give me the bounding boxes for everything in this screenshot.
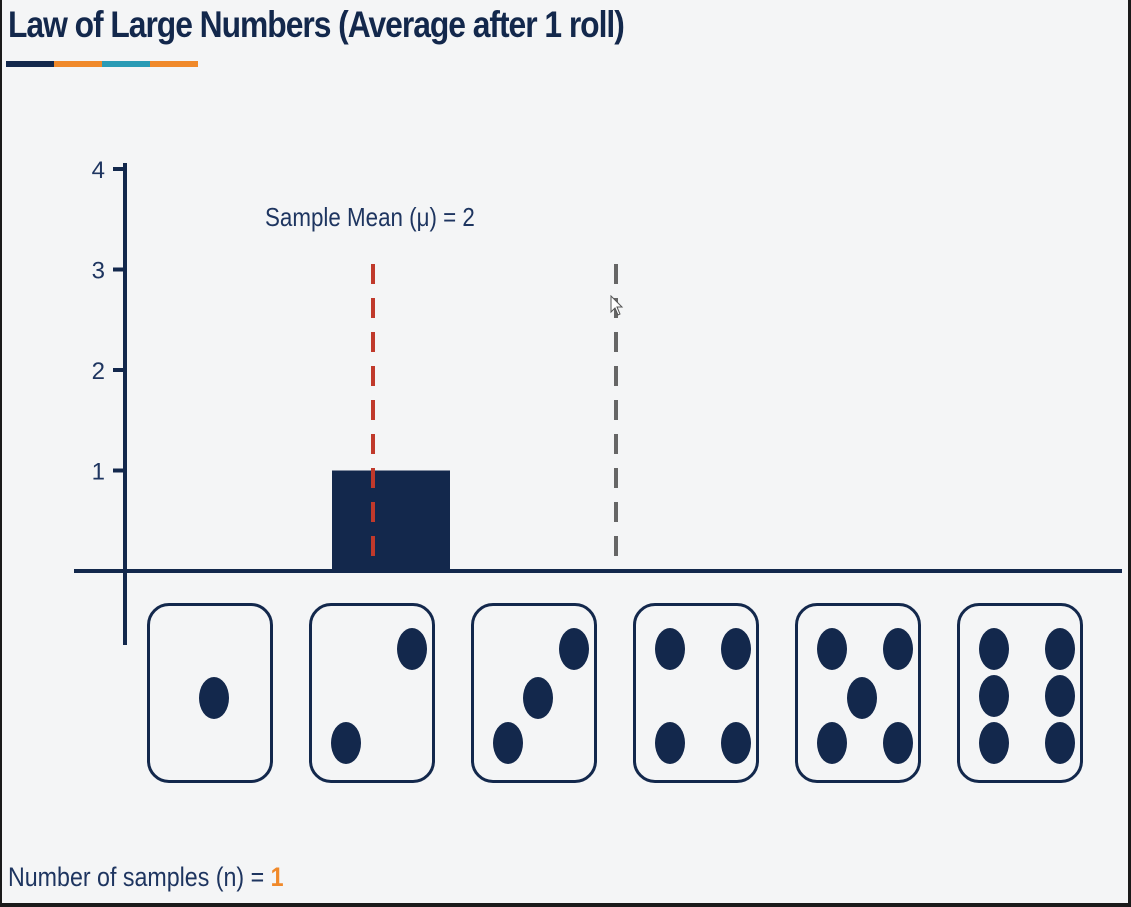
die-face-1-icon bbox=[147, 603, 273, 783]
die-pip bbox=[1045, 675, 1075, 717]
die-pip bbox=[523, 677, 553, 719]
underline-segment-1 bbox=[6, 61, 54, 67]
die-face-2-icon bbox=[309, 603, 435, 783]
y-tick-label-2: 2 bbox=[92, 358, 105, 385]
die-pip bbox=[847, 677, 877, 719]
die-pip bbox=[1045, 628, 1075, 670]
die-pip bbox=[559, 628, 589, 670]
die-pip bbox=[979, 722, 1009, 764]
die-pip bbox=[817, 628, 847, 670]
die-face-6-icon bbox=[957, 603, 1083, 783]
die-pip bbox=[721, 628, 751, 670]
samples-count-text: Number of samples (n) = bbox=[8, 862, 271, 892]
mouse-cursor-icon bbox=[610, 295, 624, 316]
die-pip bbox=[883, 722, 913, 764]
underline-segment-4 bbox=[150, 61, 198, 67]
y-tick-label-3: 3 bbox=[92, 258, 105, 285]
die-pip bbox=[655, 722, 685, 764]
die-pip bbox=[883, 628, 913, 670]
underline-segment-3 bbox=[102, 61, 150, 67]
die-face-4-icon bbox=[633, 603, 759, 783]
samples-count-value: 1 bbox=[270, 862, 284, 892]
y-tick-label-4: 4 bbox=[92, 157, 105, 184]
sample-mean-label: Sample Mean (μ) = 2 bbox=[265, 202, 475, 232]
die-pip bbox=[721, 722, 751, 764]
die-face-3-icon bbox=[471, 603, 597, 783]
die-pip bbox=[655, 628, 685, 670]
underline-segment-2 bbox=[54, 61, 102, 67]
die-pip bbox=[199, 677, 229, 719]
die-pip bbox=[817, 722, 847, 764]
die-pip bbox=[979, 628, 1009, 670]
die-pip bbox=[1045, 722, 1075, 764]
die-pip bbox=[979, 675, 1009, 717]
die-pip bbox=[331, 722, 361, 764]
die-face-5-icon bbox=[795, 603, 921, 783]
samples-count-label: Number of samples (n) = 1 bbox=[8, 862, 284, 893]
die-pip bbox=[493, 722, 523, 764]
bar-2 bbox=[332, 470, 450, 571]
chart-title: Law of Large Numbers (Average after 1 ro… bbox=[8, 4, 625, 45]
title-underline bbox=[6, 61, 198, 67]
y-tick-label-1: 1 bbox=[92, 459, 105, 486]
die-pip bbox=[397, 628, 427, 670]
